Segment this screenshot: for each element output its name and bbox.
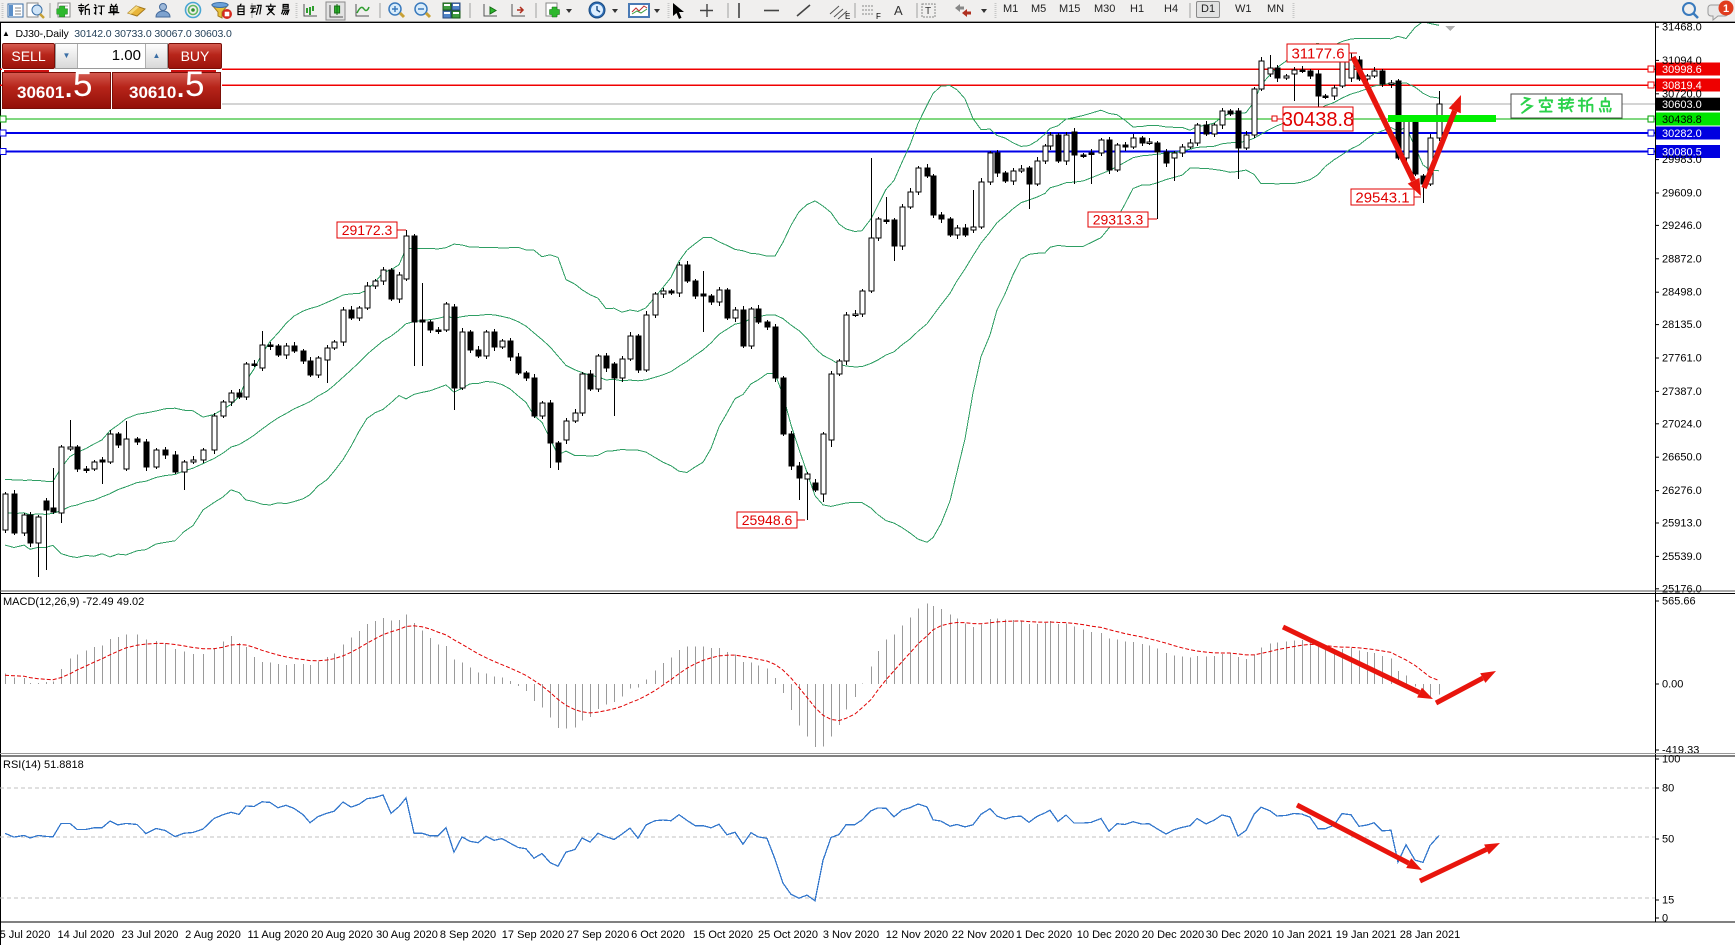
- svg-text:12 Nov 2020: 12 Nov 2020: [886, 929, 948, 941]
- svg-text:28872.0: 28872.0: [1662, 253, 1702, 265]
- svg-text:27024.0: 27024.0: [1662, 418, 1702, 430]
- svg-text:30720.0: 30720.0: [1662, 88, 1702, 100]
- svg-text:25948.6: 25948.6: [742, 512, 793, 528]
- svg-text:19 Jan 2021: 19 Jan 2021: [1336, 929, 1397, 941]
- svg-text:A: A: [894, 3, 903, 18]
- svg-text:30438.8: 30438.8: [1282, 109, 1354, 131]
- svg-text:T: T: [925, 6, 931, 17]
- svg-text:10 Dec 2020: 10 Dec 2020: [1077, 929, 1139, 941]
- svg-text:F: F: [876, 12, 881, 21]
- svg-text:17 Sep 2020: 17 Sep 2020: [502, 929, 564, 941]
- svg-text:31094.0: 31094.0: [1662, 55, 1702, 67]
- svg-text:2 Aug 2020: 2 Aug 2020: [185, 929, 241, 941]
- svg-text:25176.0: 25176.0: [1662, 583, 1702, 595]
- svg-text:6 Oct 2020: 6 Oct 2020: [631, 929, 685, 941]
- svg-text:27 Sep 2020: 27 Sep 2020: [567, 929, 629, 941]
- svg-text:1: 1: [1723, 3, 1729, 15]
- svg-text:29246.0: 29246.0: [1662, 220, 1702, 232]
- svg-text:26650.0: 26650.0: [1662, 452, 1702, 464]
- svg-text:20 Dec 2020: 20 Dec 2020: [1142, 929, 1204, 941]
- svg-text:25913.0: 25913.0: [1662, 518, 1702, 530]
- svg-text:MACD(12,26,9) -72.49 49.02: MACD(12,26,9) -72.49 49.02: [3, 596, 144, 608]
- svg-text:30998.6: 30998.6: [1662, 64, 1702, 76]
- svg-text:28498.0: 28498.0: [1662, 287, 1702, 299]
- svg-text:10 Jan 2021: 10 Jan 2021: [1272, 929, 1333, 941]
- svg-text:31468.0: 31468.0: [1662, 22, 1702, 34]
- svg-text:31177.6: 31177.6: [1291, 45, 1344, 62]
- svg-text:15: 15: [1662, 895, 1674, 907]
- svg-text:30282.0: 30282.0: [1662, 128, 1702, 140]
- svg-text:30080.5: 30080.5: [1662, 146, 1702, 158]
- svg-text:3 Nov 2020: 3 Nov 2020: [823, 929, 879, 941]
- svg-text:30 Dec 2020: 30 Dec 2020: [1206, 929, 1268, 941]
- svg-text:100: 100: [1662, 754, 1680, 766]
- svg-text:23 Jul 2020: 23 Jul 2020: [122, 929, 179, 941]
- svg-text:50: 50: [1662, 834, 1674, 846]
- svg-text:8 Sep 2020: 8 Sep 2020: [440, 929, 496, 941]
- svg-text:27761.0: 27761.0: [1662, 353, 1702, 365]
- svg-text:29313.3: 29313.3: [1093, 212, 1144, 228]
- svg-text:29543.1: 29543.1: [1355, 189, 1409, 206]
- svg-text:28 Jan 2021: 28 Jan 2021: [1400, 929, 1461, 941]
- svg-text:14 Jul 2020: 14 Jul 2020: [58, 929, 115, 941]
- svg-text:80: 80: [1662, 783, 1674, 795]
- svg-text:RSI(14) 51.8818: RSI(14) 51.8818: [3, 759, 84, 771]
- svg-text:0.00: 0.00: [1662, 679, 1683, 691]
- svg-text:30819.4: 30819.4: [1662, 80, 1702, 92]
- svg-text:26276.0: 26276.0: [1662, 485, 1702, 497]
- svg-text:E: E: [845, 12, 850, 21]
- svg-text:0: 0: [1662, 913, 1668, 925]
- svg-text:565.66: 565.66: [1662, 596, 1696, 608]
- svg-text:30603.0: 30603.0: [1662, 99, 1702, 111]
- svg-text:25 Oct 2020: 25 Oct 2020: [758, 929, 818, 941]
- svg-text:28135.0: 28135.0: [1662, 319, 1702, 331]
- svg-text:15 Oct 2020: 15 Oct 2020: [693, 929, 753, 941]
- svg-text:20 Aug 2020: 20 Aug 2020: [311, 929, 373, 941]
- svg-text:1 Dec 2020: 1 Dec 2020: [1016, 929, 1072, 941]
- svg-text:27387.0: 27387.0: [1662, 386, 1702, 398]
- svg-text:22 Nov 2020: 22 Nov 2020: [952, 929, 1014, 941]
- svg-text:29172.3: 29172.3: [342, 222, 393, 238]
- svg-text:30438.8: 30438.8: [1662, 114, 1702, 126]
- svg-text:25539.0: 25539.0: [1662, 551, 1702, 563]
- svg-text:5 Jul 2020: 5 Jul 2020: [0, 929, 50, 941]
- svg-text:30 Aug 2020: 30 Aug 2020: [376, 929, 438, 941]
- svg-text:11 Aug 2020: 11 Aug 2020: [248, 929, 309, 941]
- svg-text:29983.0: 29983.0: [1662, 154, 1702, 166]
- svg-text:29609.0: 29609.0: [1662, 188, 1702, 200]
